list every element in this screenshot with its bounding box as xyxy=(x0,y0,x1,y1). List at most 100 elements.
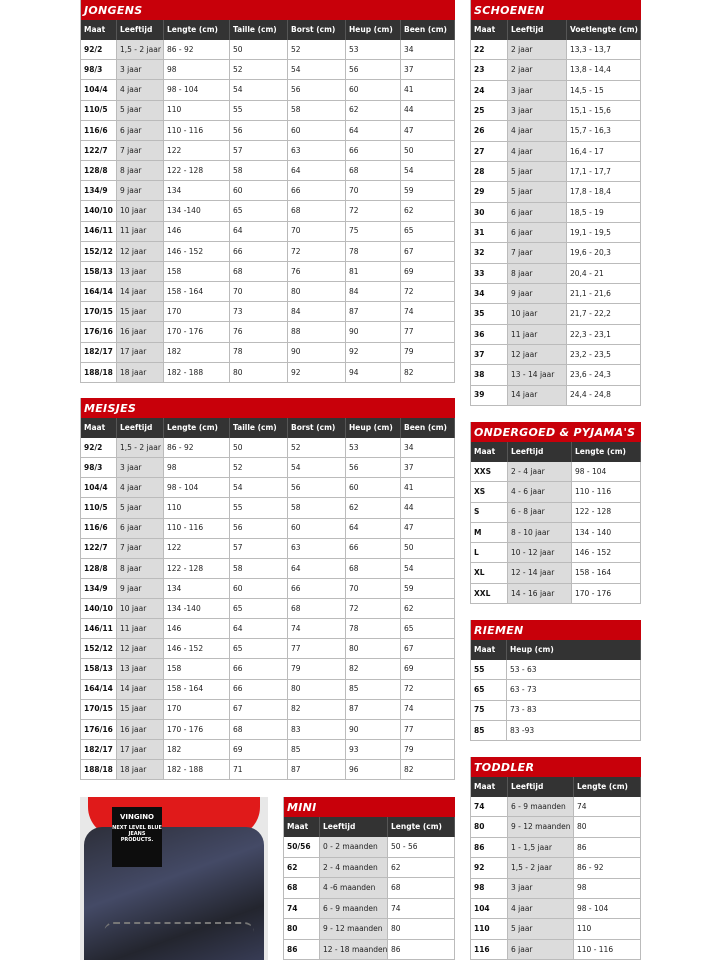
table-row: 74 6 - 9 maanden 74 xyxy=(471,797,641,818)
table-cell: 128/8 xyxy=(81,558,117,578)
table-cell: 62 xyxy=(388,857,455,877)
table-cell: 44 xyxy=(401,100,455,120)
table-cell: 80 xyxy=(346,639,401,659)
table-cell: 122 - 128 xyxy=(164,161,230,181)
table-cell: 92 xyxy=(346,342,401,362)
column-header: Maat xyxy=(471,20,508,40)
table-cell: 140/10 xyxy=(81,201,117,221)
table-cell: 54 xyxy=(230,478,288,498)
column-header: Lengte (cm) xyxy=(574,777,641,797)
table-cell: 82 xyxy=(346,659,401,679)
table-cell: 55 xyxy=(230,498,288,518)
table-header-row: Maat Leeftijd Lengte (cm) xyxy=(471,442,641,462)
table-cell: 5 jaar xyxy=(117,100,164,120)
table-cell: 170 xyxy=(164,302,230,322)
table-cell: 23,2 - 23,5 xyxy=(567,344,641,365)
table-cell: 32 xyxy=(471,243,508,263)
table-cell: 41 xyxy=(401,80,455,100)
table-cell: 86 xyxy=(284,939,320,959)
table-cell: S xyxy=(471,502,508,522)
table-cell: 14 - 16 jaar xyxy=(508,583,572,603)
table-cell: 77 xyxy=(401,719,455,739)
table-title: MINI xyxy=(284,797,455,817)
table-cell: 116 xyxy=(471,939,508,959)
table-row: 158/13 13 jaar 158 68 76 81 69 xyxy=(81,261,455,283)
table-cell: 14 jaar xyxy=(117,679,164,699)
table-row: 36 11 jaar 22,3 - 23,1 xyxy=(471,324,641,345)
table-cell: 22 xyxy=(471,40,508,60)
table-cell: 59 xyxy=(401,181,455,201)
table-row: 24 3 jaar 14,5 - 15 xyxy=(471,80,641,101)
table-cell: XS xyxy=(471,482,508,502)
table-title: MEISJES xyxy=(81,398,455,418)
table-cell: 17 jaar xyxy=(117,342,164,362)
table-cell: 60 xyxy=(230,578,288,598)
table-row: 104/4 4 jaar 98 - 104 54 56 60 41 xyxy=(81,478,455,499)
table-cell: 86 xyxy=(574,837,641,858)
table-cell: XXL xyxy=(471,583,508,603)
table-cell: 170/15 xyxy=(81,302,117,322)
table-cell: 62 xyxy=(284,857,320,877)
table-row: 86 12 - 18 maanden 86 xyxy=(284,939,455,960)
table-cell: 41 xyxy=(401,478,455,498)
table-cell: 8 jaar xyxy=(508,263,567,283)
table-cell: 7 jaar xyxy=(508,243,567,263)
table-cell: 134/9 xyxy=(81,181,117,201)
table-row: 92/2 1,5 - 2 jaar 86 - 92 50 52 53 34 xyxy=(81,40,455,61)
table-row: XXS 2 - 4 jaar 98 - 104 xyxy=(471,462,641,483)
table-cell: 80 xyxy=(471,817,508,837)
table-row: 146/11 11 jaar 146 64 74 78 65 xyxy=(81,619,455,640)
column-header: Leeftijd xyxy=(117,20,164,40)
table-cell: 5 jaar xyxy=(117,498,164,518)
table-cell: 75 xyxy=(346,221,401,241)
table-cell: 75 xyxy=(471,700,507,720)
table-cell: 11 jaar xyxy=(117,619,164,639)
table-cell: 6 jaar xyxy=(117,518,164,538)
table-cell: 23,6 - 24,3 xyxy=(567,365,641,385)
table-row: 98/3 3 jaar 98 52 54 56 37 xyxy=(81,60,455,81)
table-cell: 20,4 - 21 xyxy=(567,263,641,283)
size-table-jongens: JONGENS Maat Leeftijd Lengte (cm) Taille (cm… xyxy=(80,0,455,383)
table-row: 152/12 12 jaar 146 - 152 65 77 80 67 xyxy=(81,639,455,660)
column-header: Leeftijd xyxy=(320,817,388,837)
table-cell: 63 xyxy=(288,140,346,161)
size-table-meisjes: MEISJES Maat Leeftijd Lengte (cm) Taille (cm… xyxy=(80,398,455,781)
table-cell: 1 - 1,5 jaar xyxy=(508,837,574,858)
table-cell: 98 xyxy=(471,878,508,898)
table-cell: 66 xyxy=(230,679,288,699)
table-cell: 29 xyxy=(471,182,508,202)
table-cell: 74 xyxy=(388,898,455,918)
table-cell: 56 xyxy=(230,518,288,538)
table-cell: 146 - 152 xyxy=(572,543,641,563)
table-row: 116/6 6 jaar 110 - 116 56 60 64 47 xyxy=(81,518,455,539)
table-row: 80 9 - 12 maanden 80 xyxy=(284,919,455,940)
size-table-mini: MINI Maat Leeftijd Lengte (cm) 50/56 0 - 2 ma… xyxy=(283,797,455,960)
table-cell: 134 -140 xyxy=(164,599,230,619)
column-header: Heup (cm) xyxy=(507,640,641,660)
table-cell: 13 jaar xyxy=(117,659,164,679)
table-cell: 38 xyxy=(471,365,508,385)
table-cell: 90 xyxy=(346,322,401,342)
table-cell: 6 - 8 jaar xyxy=(508,502,572,522)
table-row: 23 2 jaar 13,8 - 14,4 xyxy=(471,60,641,81)
table-header-row: Maat Leeftijd Lengte (cm) Taille (cm) Borst … xyxy=(81,418,455,438)
table-cell: 17,8 - 18,4 xyxy=(567,182,641,202)
table-cell: 14 jaar xyxy=(508,385,567,405)
table-cell: 52 xyxy=(288,40,346,60)
table-cell: 37 xyxy=(401,60,455,80)
brand-tagline: NEXT LEVEL BLUE JEANS PRODUCTS. xyxy=(112,825,162,843)
table-cell: 110 - 116 xyxy=(572,482,641,502)
table-cell: 128/8 xyxy=(81,161,117,181)
table-cell: 15 jaar xyxy=(117,699,164,719)
table-cell: 122 xyxy=(164,538,230,558)
table-cell: 122 xyxy=(164,140,230,161)
table-cell: 57 xyxy=(230,140,288,161)
table-row: 62 2 - 4 maanden 62 xyxy=(284,857,455,878)
table-cell: 77 xyxy=(288,639,346,659)
table-cell: 66 xyxy=(346,140,401,161)
table-cell: 14,5 - 15 xyxy=(567,80,641,100)
table-row: 65 63 - 73 xyxy=(471,680,641,701)
column-header: Leeftijd xyxy=(508,20,567,40)
table-cell: 72 xyxy=(346,201,401,221)
table-cell: 62 xyxy=(346,498,401,518)
